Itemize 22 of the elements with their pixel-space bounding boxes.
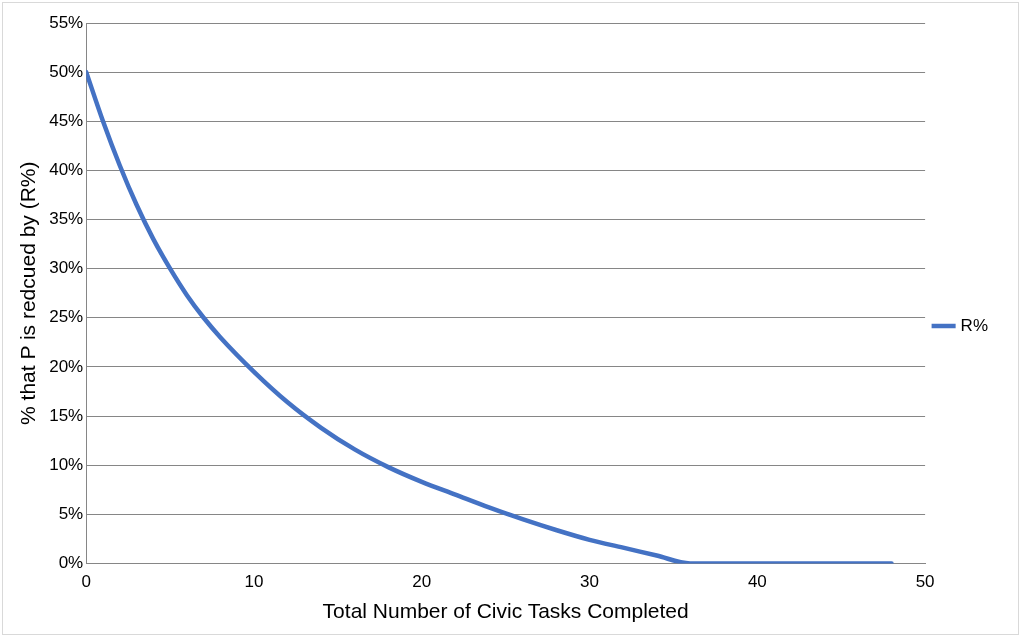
x-tick-label: 40 — [747, 572, 767, 592]
x-tick-label: 20 — [412, 572, 432, 592]
y-tick-label: 25% — [49, 307, 84, 327]
y-tick-label: 45% — [49, 110, 84, 130]
y-tick-label: 50% — [49, 61, 84, 81]
x-tick-label: 30 — [580, 572, 600, 592]
y-tick-label: 35% — [49, 209, 84, 229]
y-tick-label: 40% — [49, 160, 84, 180]
x-tick-label: 0 — [81, 572, 91, 592]
y-tick-label: 5% — [58, 503, 84, 523]
y-tick-label: 20% — [49, 356, 84, 376]
line-series — [86, 69, 894, 564]
y-tick-label: 30% — [49, 258, 84, 278]
y-tick-label: 15% — [49, 405, 84, 425]
x-tick-label: 10 — [244, 572, 264, 592]
legend-label: R% — [960, 315, 989, 335]
x-tick-label: 50 — [915, 572, 935, 592]
x-axis-title: Total Number of Civic Tasks Completed — [322, 599, 689, 623]
y-tick-label: 0% — [58, 553, 84, 573]
y-tick-label: 10% — [49, 454, 84, 474]
y-tick-label: 55% — [49, 12, 84, 32]
y-axis-title: % that P is redcued by (R%) — [16, 161, 40, 425]
